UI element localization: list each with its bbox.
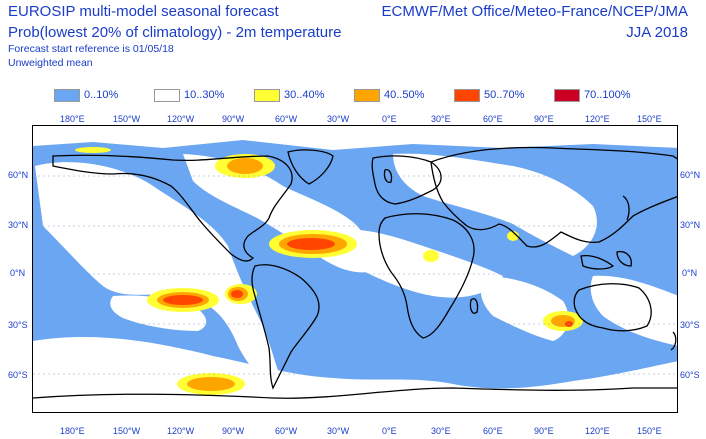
lon-label: 60°E bbox=[483, 426, 503, 436]
lat-label: 30°S bbox=[680, 320, 700, 330]
legend-label: 40..50% bbox=[384, 89, 425, 101]
lon-label: 120°W bbox=[167, 426, 195, 436]
coastlines bbox=[33, 146, 677, 399]
lon-label: 0°E bbox=[382, 426, 397, 436]
lon-label: 120°E bbox=[585, 114, 610, 124]
legend-swatch bbox=[154, 89, 180, 102]
lon-label: 90°W bbox=[222, 114, 245, 124]
lon-label: 150°W bbox=[113, 114, 141, 124]
lon-label: 90°E bbox=[534, 426, 554, 436]
map-subtitle: Prob(lowest 20% of climatology) - 2m tem… bbox=[8, 24, 342, 41]
lon-label: 30°E bbox=[431, 426, 451, 436]
lon-label: 30°W bbox=[327, 426, 350, 436]
season-label: JJA 2018 bbox=[626, 24, 688, 41]
weighting-note: Unweighted mean bbox=[8, 57, 93, 69]
lat-label: 30°N bbox=[680, 220, 701, 230]
lat-label: 60°N bbox=[8, 170, 29, 180]
legend-label: 50..70% bbox=[484, 89, 525, 101]
lon-label: 60°W bbox=[275, 114, 298, 124]
lon-label: 60°E bbox=[483, 114, 503, 124]
lon-label: 120°W bbox=[167, 114, 195, 124]
lat-label: 0°N bbox=[682, 268, 698, 278]
legend-swatch bbox=[254, 89, 280, 102]
legend-swatch bbox=[454, 89, 480, 102]
legend-label: 0..10% bbox=[84, 89, 119, 101]
probability-map bbox=[32, 125, 678, 413]
legend: 0..10% 10..30% 30..40% 40..50% 50..70% 7… bbox=[0, 88, 706, 104]
centres-label: ECMWF/Met Office/Meteo-France/NCEP/JMA bbox=[381, 3, 688, 20]
lat-label: 60°N bbox=[680, 170, 701, 180]
lon-label: 150°E bbox=[637, 426, 662, 436]
lon-label: 30°E bbox=[431, 114, 451, 124]
lat-label: 30°S bbox=[8, 320, 28, 330]
lon-label: 150°E bbox=[637, 114, 662, 124]
lon-label: 0°E bbox=[382, 114, 397, 124]
lat-label: 60°S bbox=[680, 370, 700, 380]
lon-label: 180°E bbox=[60, 114, 85, 124]
lat-label: 30°N bbox=[8, 220, 29, 230]
lon-label: 120°E bbox=[585, 426, 610, 436]
lon-label: 180°E bbox=[60, 426, 85, 436]
legend-label: 30..40% bbox=[284, 89, 325, 101]
lon-label: 60°W bbox=[275, 426, 298, 436]
red-probability-regions bbox=[163, 238, 573, 327]
map-title: EUROSIP multi-model seasonal forecast bbox=[8, 3, 279, 20]
lon-label: 90°E bbox=[534, 114, 554, 124]
map-canvas bbox=[33, 126, 677, 412]
lat-label: 0°N bbox=[10, 268, 26, 278]
lon-label: 90°W bbox=[222, 426, 245, 436]
legend-swatch bbox=[554, 89, 580, 102]
lon-label: 150°W bbox=[113, 426, 141, 436]
lon-label: 30°W bbox=[327, 114, 350, 124]
lat-label: 60°S bbox=[8, 370, 28, 380]
legend-swatch bbox=[354, 89, 380, 102]
legend-label: 70..100% bbox=[584, 89, 631, 101]
legend-label: 10..30% bbox=[184, 89, 225, 101]
forecast-reference: Forecast start reference is 01/05/18 bbox=[8, 43, 174, 55]
legend-swatch bbox=[54, 89, 80, 102]
